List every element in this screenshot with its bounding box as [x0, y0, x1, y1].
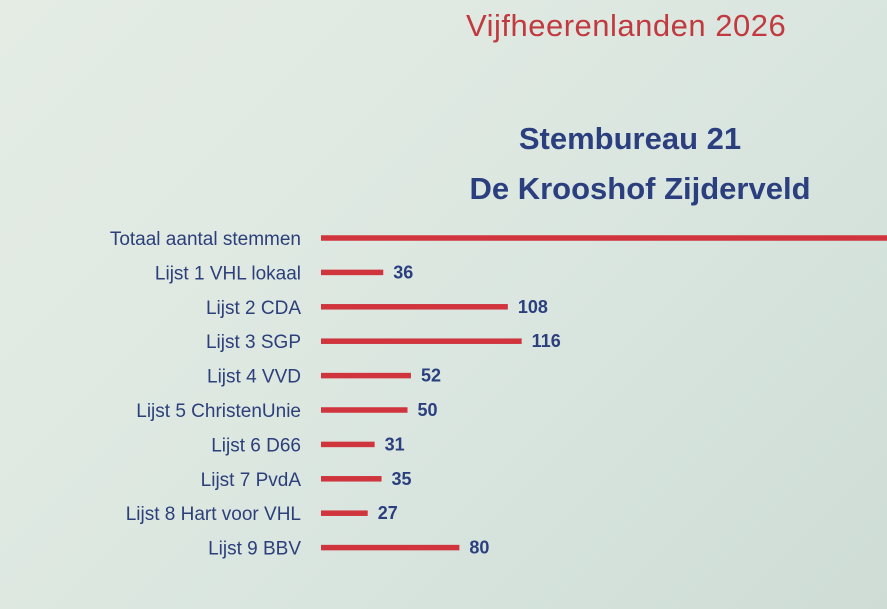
category-label: Lijst 5 ChristenUnie [136, 401, 301, 422]
category-label: Lijst 9 BBV [208, 539, 301, 560]
category-label: Lijst 6 D66 [211, 435, 301, 456]
bar [321, 269, 384, 276]
value-label: 31 [385, 434, 405, 454]
chart-title-line-1: Stembureau 21 [518, 121, 742, 156]
category-label: Lijst 2 CDA [206, 298, 301, 319]
bar [321, 510, 368, 516]
category-label: Lijst 1 VHL lokaal [155, 263, 301, 284]
value-label: 36 [393, 262, 413, 282]
bar [321, 304, 508, 310]
chart-title-line-2: De Krooshof Zijderveld [469, 171, 811, 206]
category-label: Totaal aantal stemmen [110, 229, 301, 250]
bar [321, 441, 375, 448]
value-label: 50 [418, 400, 438, 420]
value-label: 116 [532, 331, 561, 351]
value-label: 35 [392, 469, 412, 489]
category-label: Lijst 7 PvdA [201, 470, 302, 491]
bar [321, 476, 382, 482]
value-label: 52 [421, 366, 441, 386]
value-label: 80 [469, 538, 489, 558]
bar [321, 338, 522, 344]
category-label: Lijst 4 VVD [207, 367, 301, 388]
bar [321, 235, 887, 241]
header-title: Vijfheerenlanden 2026 [466, 8, 787, 43]
bar [321, 372, 411, 379]
category-label: Lijst 8 Hart voor VHL [126, 504, 301, 525]
bar [321, 544, 460, 551]
category-label: Lijst 3 SGP [206, 332, 301, 353]
value-label: 108 [518, 297, 548, 317]
bar [321, 407, 408, 413]
value-label: 27 [378, 503, 398, 523]
